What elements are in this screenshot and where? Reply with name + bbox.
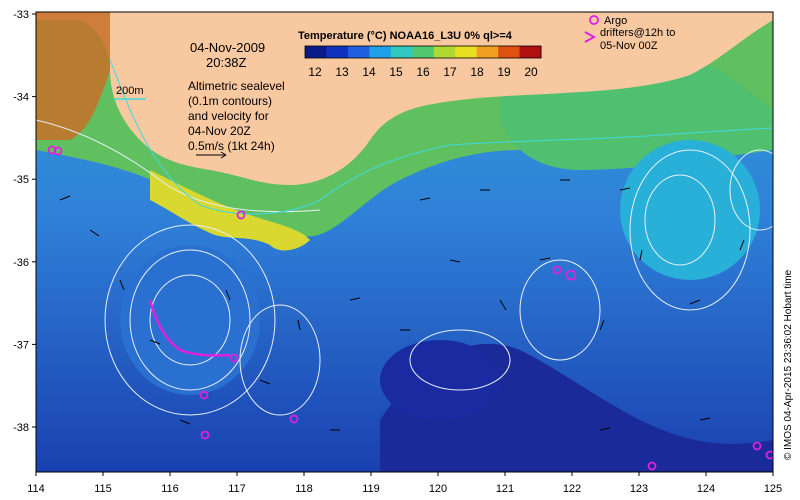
sealevel-contours — [36, 119, 773, 416]
colorbar-swatch — [347, 46, 370, 58]
latitude-ticks: -33 -34 -35 -36 -37 -38 — [13, 9, 36, 434]
colorbar-swatch — [326, 46, 349, 58]
isobath-label: 200m — [116, 85, 144, 97]
colorbar-swatches — [304, 45, 542, 59]
map-date: 04-Nov-2009 — [190, 40, 265, 55]
velocity-vectors — [59, 179, 745, 431]
altimetry-line-2: (0.1m contours) — [188, 94, 272, 108]
cold-eddy-west — [120, 245, 260, 395]
altimetry-line-4: 04-Nov 20Z — [188, 124, 251, 138]
longitude-ticks: 114 115 116 117 118 119 120 121 122 123 124 125 — [27, 472, 782, 495]
colorbar-title: Temperature (°C) NOAA16_L3U 0% ql>=4 — [298, 30, 513, 42]
longitude-tick-label: 120 — [429, 483, 447, 495]
altimetry-line-1: Altimetric sealevel — [188, 79, 285, 93]
colorbar-ticks: 12 13 14 15 16 17 18 19 20 — [308, 65, 538, 79]
latitude-tick-label: -37 — [13, 339, 29, 351]
australia-landmass — [36, 12, 773, 185]
argo-legend: Argo drifters@12h to 05-Nov 00Z — [584, 15, 675, 52]
argo-legend-circle-icon — [589, 15, 599, 25]
colorbar-swatch — [498, 46, 521, 58]
colorbar-swatch — [305, 46, 327, 58]
colorbar-swatch — [476, 46, 499, 58]
deep-blue-patch — [380, 340, 500, 420]
colorbar-tick-label: 14 — [362, 65, 376, 79]
colorbar-tick-label: 19 — [497, 65, 511, 79]
longitude-tick-label: 117 — [228, 483, 246, 495]
land-west-edge — [36, 12, 110, 140]
latitude-tick-label: -35 — [13, 174, 29, 186]
argo-legend-line-1: Argo — [604, 15, 627, 27]
altimetry-note: Altimetric sealevel (0.1m contours) and … — [188, 79, 285, 159]
longitude-tick-label: 124 — [697, 483, 715, 495]
longitude-tick-label: 118 — [295, 483, 313, 495]
colorbar: Temperature (°C) NOAA16_L3U 0% ql>=4 12 1… — [298, 30, 542, 79]
colorbar-tick-label: 12 — [308, 65, 322, 79]
argo-legend-line-3: 05-Nov 00Z — [600, 40, 658, 52]
colorbar-swatch — [412, 46, 435, 58]
isobath-200m — [109, 59, 773, 215]
colorbar-swatch — [390, 46, 413, 58]
yellow-coastal-water — [150, 170, 310, 251]
longitude-tick-label: 122 — [563, 483, 581, 495]
longitude-tick-label: 121 — [496, 483, 514, 495]
colorbar-tick-label: 13 — [335, 65, 349, 79]
argo-legend-line-2: drifters@12h to — [600, 27, 675, 39]
longitude-tick-label: 114 — [27, 483, 45, 495]
colorbar-border — [304, 45, 542, 59]
colorbar-tick-label: 18 — [470, 65, 484, 79]
argo-drifter-track — [148, 299, 231, 357]
colorbar-swatch — [519, 46, 542, 58]
longitude-tick-label: 123 — [630, 483, 648, 495]
longitude-tick-label: 119 — [362, 483, 380, 495]
map-time: 20:38Z — [206, 55, 247, 70]
colorbar-tick-label: 20 — [524, 65, 538, 79]
colorbar-swatch — [455, 46, 478, 58]
colorbar-swatch — [369, 46, 392, 58]
altimetry-line-3: and velocity for — [188, 109, 269, 123]
longitude-tick-label: 115 — [94, 483, 112, 495]
credit-text: © IMOS 04-Apr-2015 23:36:02 Hobart time — [783, 269, 794, 460]
colorbar-swatch — [433, 46, 456, 58]
longitude-tick-label: 116 — [161, 483, 179, 495]
colorbar-tick-label: 16 — [416, 65, 430, 79]
velocity-scale-arrowhead — [220, 151, 227, 159]
latitude-tick-label: -38 — [13, 422, 29, 434]
argo-legend-chevron-icon — [584, 31, 597, 43]
latitude-tick-label: -34 — [13, 92, 29, 104]
colorbar-tick-label: 15 — [389, 65, 403, 79]
latitude-tick-label: -36 — [13, 257, 29, 269]
plot-frame — [35, 11, 774, 473]
latitude-tick-label: -33 — [13, 9, 29, 21]
altimetry-line-5: 0.5m/s (1kt 24h) — [188, 139, 275, 153]
cold-eddy-east — [620, 140, 760, 280]
longitude-tick-label: 125 — [764, 483, 782, 495]
colorbar-tick-label: 17 — [443, 65, 457, 79]
argo-drifter-markers — [47, 145, 773, 471]
